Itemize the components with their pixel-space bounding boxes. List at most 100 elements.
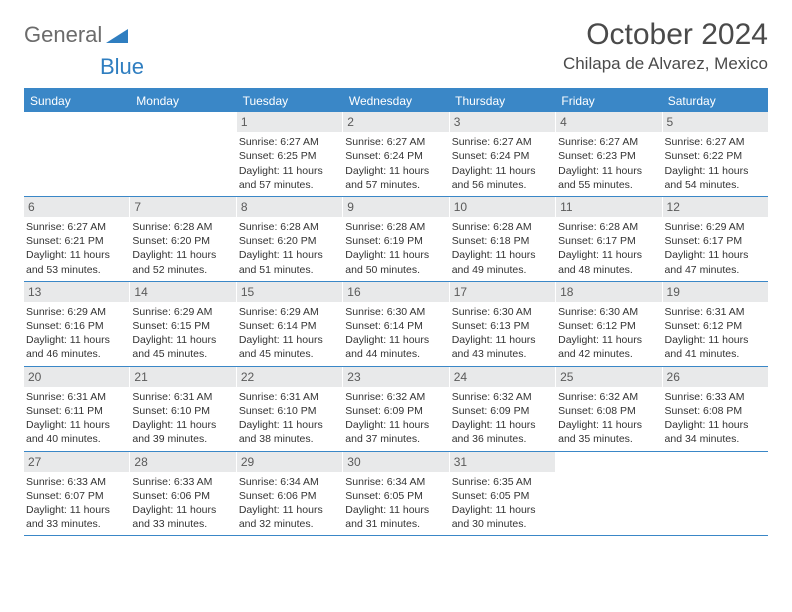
sunrise-text: Sunrise: 6:32 AM [452, 390, 553, 404]
sunset-text: Sunset: 6:25 PM [239, 149, 340, 163]
sunset-text: Sunset: 6:05 PM [345, 489, 446, 503]
daylight-text: Daylight: 11 hours and 45 minutes. [132, 333, 233, 361]
daylight-text: Daylight: 11 hours and 46 minutes. [26, 333, 127, 361]
sunrise-text: Sunrise: 6:29 AM [26, 305, 127, 319]
daylight-text: Daylight: 11 hours and 55 minutes. [558, 164, 659, 192]
day-number: 19 [663, 282, 768, 302]
sunrise-text: Sunrise: 6:31 AM [132, 390, 233, 404]
day-number: 10 [450, 197, 555, 217]
day-content: Sunrise: 6:34 AMSunset: 6:06 PMDaylight:… [237, 472, 342, 536]
day-number: 18 [556, 282, 661, 302]
day-content: Sunrise: 6:30 AMSunset: 6:14 PMDaylight:… [343, 302, 448, 366]
week-row: 13Sunrise: 6:29 AMSunset: 6:16 PMDayligh… [24, 282, 768, 367]
day-content: Sunrise: 6:27 AMSunset: 6:24 PMDaylight:… [450, 132, 555, 196]
sunrise-text: Sunrise: 6:32 AM [558, 390, 659, 404]
week-row: 27Sunrise: 6:33 AMSunset: 6:07 PMDayligh… [24, 452, 768, 537]
weekday-friday: Friday [555, 90, 661, 112]
day-content: Sunrise: 6:28 AMSunset: 6:20 PMDaylight:… [237, 217, 342, 281]
sunrise-text: Sunrise: 6:35 AM [452, 475, 553, 489]
daylight-text: Daylight: 11 hours and 33 minutes. [26, 503, 127, 531]
day-cell: 26Sunrise: 6:33 AMSunset: 6:08 PMDayligh… [663, 367, 768, 451]
day-number: 15 [237, 282, 342, 302]
day-number: 23 [343, 367, 448, 387]
sunrise-text: Sunrise: 6:27 AM [26, 220, 127, 234]
sunset-text: Sunset: 6:14 PM [345, 319, 446, 333]
day-number: 28 [130, 452, 235, 472]
daylight-text: Daylight: 11 hours and 56 minutes. [452, 164, 553, 192]
day-cell: 18Sunrise: 6:30 AMSunset: 6:12 PMDayligh… [556, 282, 662, 366]
sunset-text: Sunset: 6:12 PM [665, 319, 766, 333]
day-cell: 9Sunrise: 6:28 AMSunset: 6:19 PMDaylight… [343, 197, 449, 281]
daylight-text: Daylight: 11 hours and 44 minutes. [345, 333, 446, 361]
day-content: Sunrise: 6:28 AMSunset: 6:20 PMDaylight:… [130, 217, 235, 281]
sunset-text: Sunset: 6:22 PM [665, 149, 766, 163]
sunrise-text: Sunrise: 6:27 AM [345, 135, 446, 149]
day-content: Sunrise: 6:29 AMSunset: 6:15 PMDaylight:… [130, 302, 235, 366]
day-cell: 28Sunrise: 6:33 AMSunset: 6:06 PMDayligh… [130, 452, 236, 536]
day-cell: 8Sunrise: 6:28 AMSunset: 6:20 PMDaylight… [237, 197, 343, 281]
day-number: 24 [450, 367, 555, 387]
day-cell: 17Sunrise: 6:30 AMSunset: 6:13 PMDayligh… [450, 282, 556, 366]
sunrise-text: Sunrise: 6:32 AM [345, 390, 446, 404]
day-number: 4 [556, 112, 661, 132]
day-number: 3 [450, 112, 555, 132]
daylight-text: Daylight: 11 hours and 41 minutes. [665, 333, 766, 361]
day-number: 12 [663, 197, 768, 217]
week-row: ..1Sunrise: 6:27 AMSunset: 6:25 PMDaylig… [24, 112, 768, 197]
sunset-text: Sunset: 6:24 PM [345, 149, 446, 163]
day-content: Sunrise: 6:27 AMSunset: 6:21 PMDaylight:… [24, 217, 129, 281]
sunset-text: Sunset: 6:10 PM [132, 404, 233, 418]
daylight-text: Daylight: 11 hours and 49 minutes. [452, 248, 553, 276]
daylight-text: Daylight: 11 hours and 43 minutes. [452, 333, 553, 361]
day-cell: . [24, 112, 130, 196]
day-number: 8 [237, 197, 342, 217]
calendar: Sunday Monday Tuesday Wednesday Thursday… [24, 88, 768, 536]
day-cell: 21Sunrise: 6:31 AMSunset: 6:10 PMDayligh… [130, 367, 236, 451]
sunrise-text: Sunrise: 6:28 AM [345, 220, 446, 234]
daylight-text: Daylight: 11 hours and 50 minutes. [345, 248, 446, 276]
day-cell: 6Sunrise: 6:27 AMSunset: 6:21 PMDaylight… [24, 197, 130, 281]
day-cell: 5Sunrise: 6:27 AMSunset: 6:22 PMDaylight… [663, 112, 768, 196]
day-cell: . [663, 452, 768, 536]
day-content: Sunrise: 6:28 AMSunset: 6:19 PMDaylight:… [343, 217, 448, 281]
sunset-text: Sunset: 6:19 PM [345, 234, 446, 248]
day-content: Sunrise: 6:27 AMSunset: 6:25 PMDaylight:… [237, 132, 342, 196]
day-number: 30 [343, 452, 448, 472]
daylight-text: Daylight: 11 hours and 30 minutes. [452, 503, 553, 531]
sunrise-text: Sunrise: 6:29 AM [239, 305, 340, 319]
sunset-text: Sunset: 6:08 PM [665, 404, 766, 418]
day-number: 9 [343, 197, 448, 217]
sunset-text: Sunset: 6:18 PM [452, 234, 553, 248]
day-content: Sunrise: 6:29 AMSunset: 6:14 PMDaylight:… [237, 302, 342, 366]
sunset-text: Sunset: 6:15 PM [132, 319, 233, 333]
daylight-text: Daylight: 11 hours and 53 minutes. [26, 248, 127, 276]
sunset-text: Sunset: 6:09 PM [345, 404, 446, 418]
day-content: Sunrise: 6:27 AMSunset: 6:22 PMDaylight:… [663, 132, 768, 196]
sunrise-text: Sunrise: 6:28 AM [452, 220, 553, 234]
sunset-text: Sunset: 6:14 PM [239, 319, 340, 333]
daylight-text: Daylight: 11 hours and 47 minutes. [665, 248, 766, 276]
day-content: Sunrise: 6:31 AMSunset: 6:11 PMDaylight:… [24, 387, 129, 451]
day-cell: 24Sunrise: 6:32 AMSunset: 6:09 PMDayligh… [450, 367, 556, 451]
sunset-text: Sunset: 6:06 PM [132, 489, 233, 503]
daylight-text: Daylight: 11 hours and 51 minutes. [239, 248, 340, 276]
month-title: October 2024 [563, 18, 768, 52]
sunrise-text: Sunrise: 6:30 AM [452, 305, 553, 319]
daylight-text: Daylight: 11 hours and 31 minutes. [345, 503, 446, 531]
day-content: Sunrise: 6:28 AMSunset: 6:17 PMDaylight:… [556, 217, 661, 281]
day-cell: 30Sunrise: 6:34 AMSunset: 6:05 PMDayligh… [343, 452, 449, 536]
logo-triangle-icon [106, 27, 128, 43]
sunrise-text: Sunrise: 6:31 AM [665, 305, 766, 319]
daylight-text: Daylight: 11 hours and 54 minutes. [665, 164, 766, 192]
day-content: Sunrise: 6:32 AMSunset: 6:08 PMDaylight:… [556, 387, 661, 451]
sunrise-text: Sunrise: 6:28 AM [132, 220, 233, 234]
weekday-tuesday: Tuesday [237, 90, 343, 112]
sunrise-text: Sunrise: 6:27 AM [558, 135, 659, 149]
sunset-text: Sunset: 6:06 PM [239, 489, 340, 503]
sunset-text: Sunset: 6:20 PM [239, 234, 340, 248]
day-number: 14 [130, 282, 235, 302]
daylight-text: Daylight: 11 hours and 57 minutes. [345, 164, 446, 192]
sunrise-text: Sunrise: 6:31 AM [239, 390, 340, 404]
weekday-thursday: Thursday [449, 90, 555, 112]
daylight-text: Daylight: 11 hours and 36 minutes. [452, 418, 553, 446]
